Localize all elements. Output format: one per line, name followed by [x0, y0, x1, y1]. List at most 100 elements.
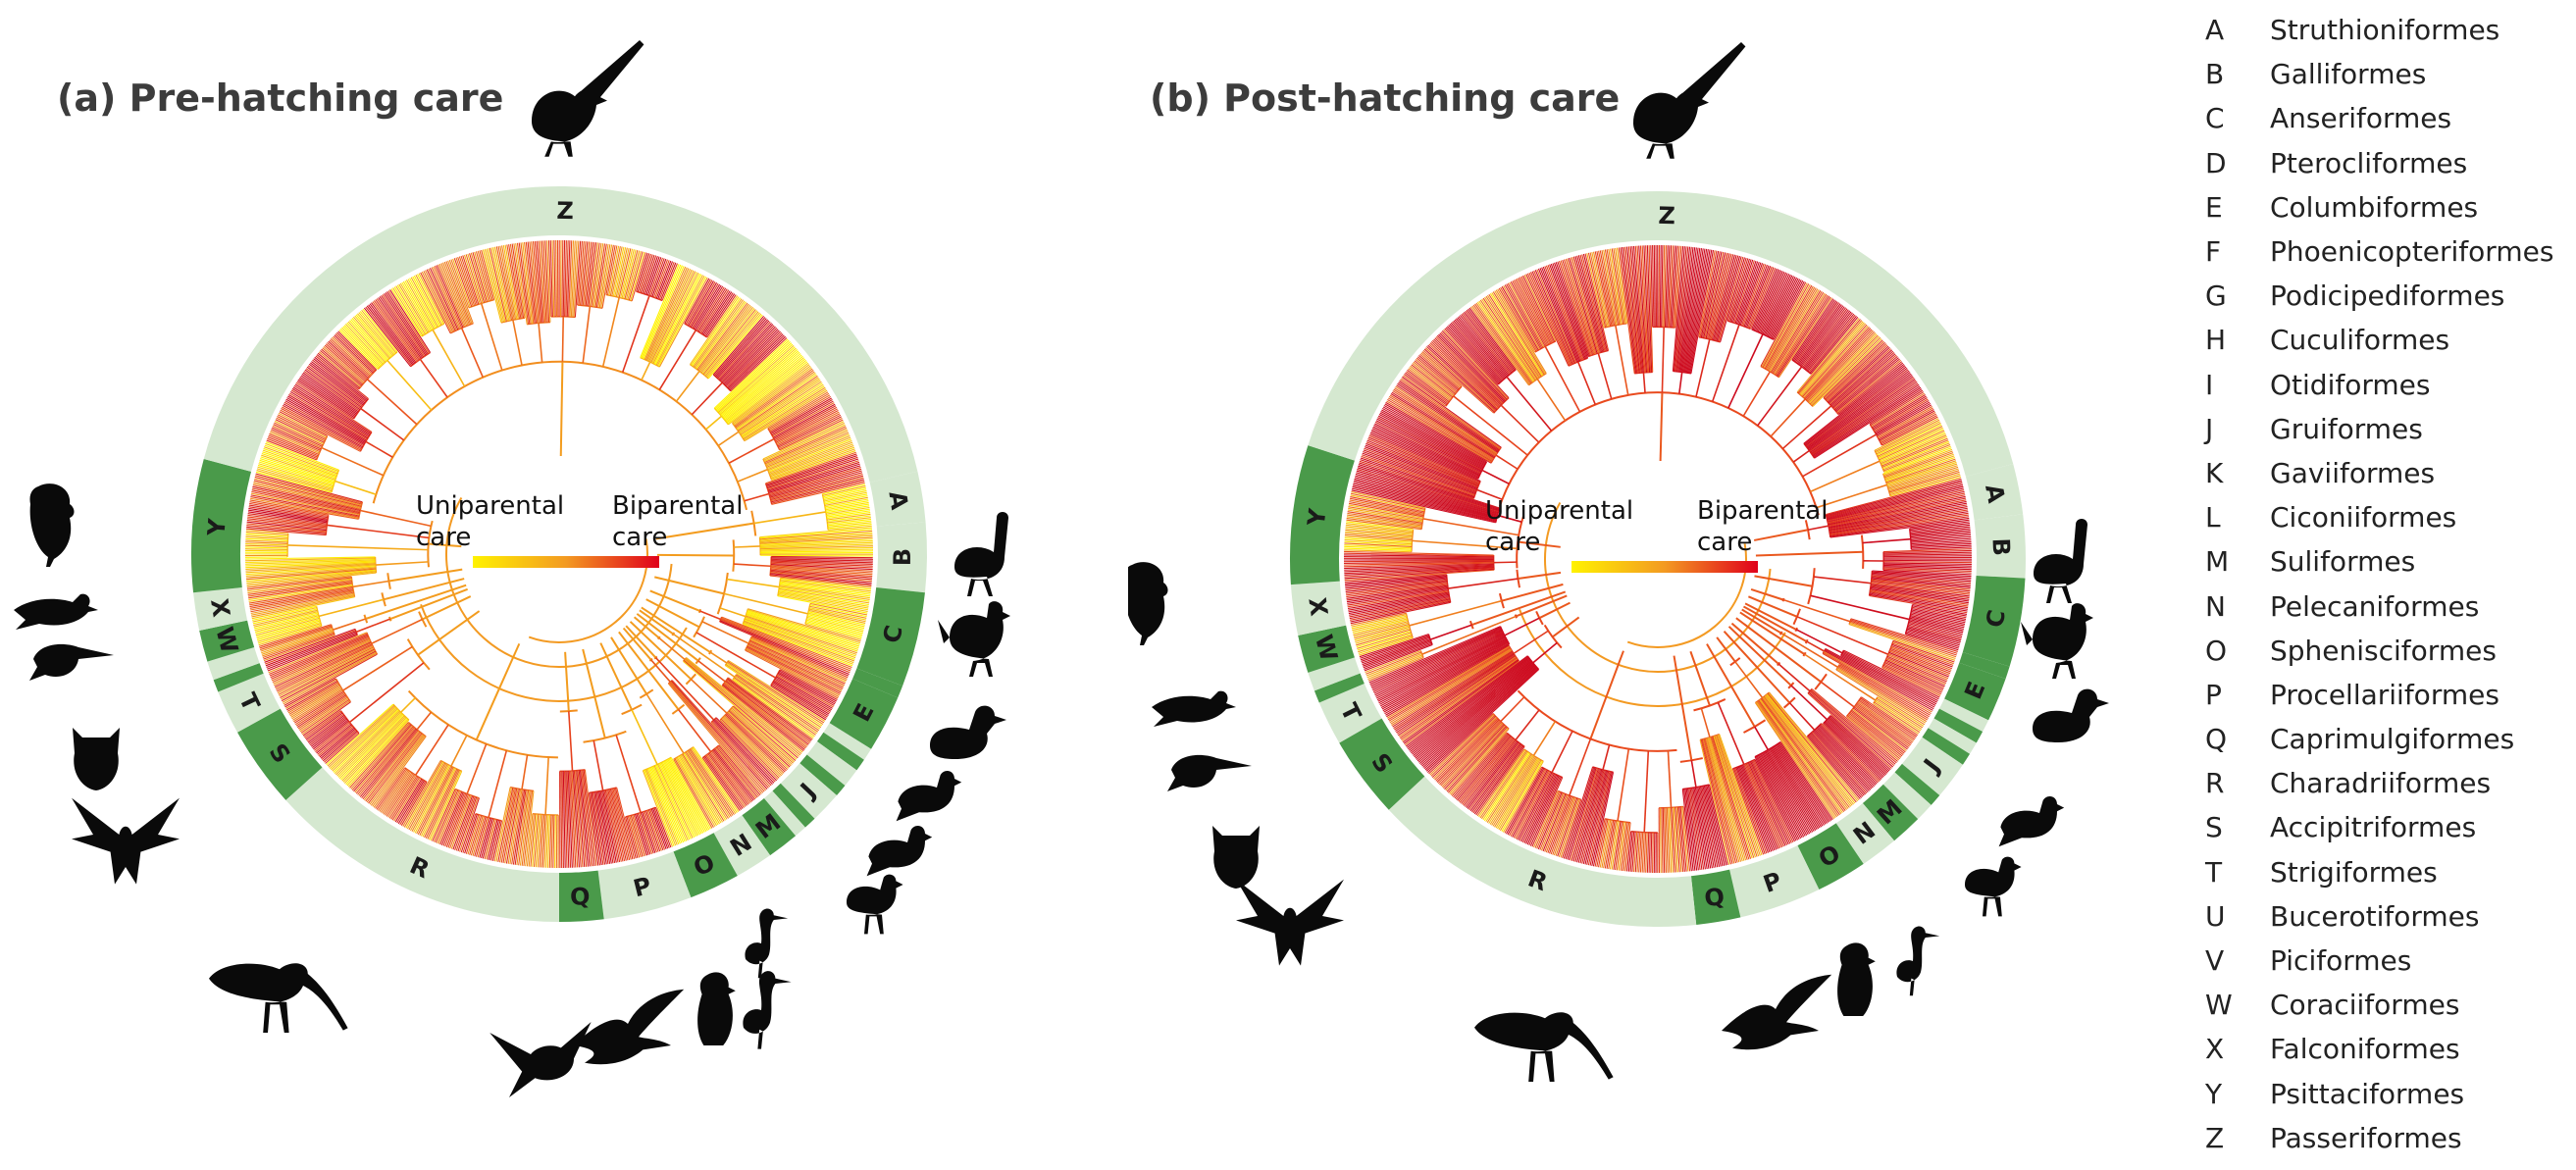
- ring-label-y: Y: [1303, 506, 1332, 528]
- ring-segment-b: [1974, 514, 2026, 579]
- legend-item-s: S Accipitriformes: [2205, 805, 2576, 849]
- ring-segment-k: [1894, 763, 1940, 805]
- ring-segment-u: [213, 663, 264, 692]
- legend-item-v: V Piciformes: [2205, 939, 2576, 983]
- heron-icon: [1896, 926, 1940, 996]
- ring-segment-e: [829, 678, 899, 749]
- legend-order-name: Pterocliformes: [2270, 146, 2468, 179]
- tree-branches: [244, 239, 874, 869]
- ring-segment-u: [1314, 673, 1365, 703]
- legend-item-l: L Ciconiiformes: [2205, 495, 2576, 539]
- ring-segment-m: [1862, 784, 1919, 841]
- legend-order-name: Piciformes: [2270, 944, 2412, 978]
- eagle-icon: [72, 797, 180, 885]
- ring-segment-s: [237, 708, 323, 800]
- legend-item-z: Z Passeriformes: [2205, 1116, 2576, 1160]
- care-gradient-bar: [473, 556, 659, 568]
- legend-letter: H: [2205, 324, 2227, 357]
- kingfisher-icon: [1167, 754, 1252, 791]
- ring-segment-w: [1298, 625, 1355, 673]
- ring-label-p: P: [631, 872, 654, 902]
- ring-label-b: B: [889, 548, 916, 567]
- legend-item-d: D Pterocliformes: [2205, 141, 2576, 185]
- moorhen-icon: [847, 874, 903, 935]
- ring-segment-y: [191, 458, 252, 593]
- legend-order-name: Falconiformes: [2270, 1033, 2460, 1066]
- legend-letter: G: [2205, 280, 2227, 313]
- bird-silhouettes: [1128, 42, 2109, 1082]
- ring-segment-f: [1938, 698, 1989, 733]
- legend-order-name: Bucerotiformes: [2270, 899, 2480, 933]
- legend-order-name: Coraciiformes: [2270, 989, 2460, 1022]
- legend-item-b: B Galliformes: [2205, 52, 2576, 96]
- ring-segment-s: [1339, 718, 1425, 810]
- legend-item-g: G Podicipediformes: [2205, 274, 2576, 318]
- panel-title: (b) Post-hatching care: [1150, 76, 1621, 120]
- legend-item-i: I Otidiformes: [2205, 363, 2576, 407]
- ring-segment-o: [673, 833, 738, 898]
- ring-label-q: Q: [1702, 883, 1726, 913]
- heron-icon: [743, 971, 792, 1049]
- legend-letter: I: [2205, 368, 2214, 401]
- legend-order-name: Otidiformes: [2270, 368, 2431, 401]
- ring-segment-g: [1933, 708, 1984, 743]
- ring-segment-p: [1729, 845, 1820, 918]
- pigeon-icon: [1998, 795, 2065, 847]
- legend-order-name: Gaviiformes: [2270, 456, 2436, 489]
- ring-segment-y: [1290, 445, 1355, 585]
- ring-segment-j: [1901, 737, 1963, 796]
- ring-segment-h: [1928, 718, 1977, 754]
- ring-label-a: A: [1980, 482, 2010, 505]
- legend-order-name: Passeriformes: [2270, 1121, 2462, 1154]
- ring-segment-r: [285, 767, 559, 922]
- ostrich-icon: [954, 512, 1008, 596]
- pigeon-icon: [866, 825, 933, 877]
- ring-segment-l: [1882, 772, 1932, 820]
- bird-silhouettes: [14, 40, 1010, 1097]
- ring-segment-t: [1318, 683, 1382, 743]
- legend-item-x: X Falconiformes: [2205, 1027, 2576, 1071]
- wren-icon: [1633, 42, 1746, 159]
- legend-letter: V: [2205, 944, 2225, 978]
- wren-icon: [532, 40, 644, 157]
- ring-segment-n: [713, 815, 771, 876]
- ring-segment-i: [1922, 728, 1971, 765]
- ring-segment-c: [856, 586, 925, 687]
- legend-item-c: C Anseriformes: [2205, 96, 2576, 140]
- chicken-icon: [938, 601, 1010, 677]
- petrel-icon: [1722, 974, 1832, 1050]
- legend-item-q: Q Caprimulgiformes: [2205, 717, 2576, 761]
- ring-label-x: X: [1303, 596, 1332, 619]
- moorhen-icon: [1965, 856, 2022, 917]
- ring-segment-v: [1308, 657, 1361, 691]
- legend-order-name: Struthioniformes: [2270, 14, 2500, 47]
- pigeon-icon: [896, 770, 962, 822]
- legend-item-k: K Gaviiformes: [2205, 451, 2576, 495]
- ring-label-c: C: [878, 623, 908, 646]
- legend-order-name: Columbiformes: [2270, 190, 2479, 224]
- duck-icon: [930, 705, 1006, 759]
- ring-segment-a: [1965, 463, 2024, 521]
- legend-letter: R: [2205, 767, 2225, 800]
- ring-segment-k: [772, 783, 815, 828]
- biparental-label: Biparental care: [612, 491, 744, 552]
- legend-order-name: Accipitriformes: [2270, 811, 2477, 844]
- legend-item-t: T Strigiformes: [2205, 850, 2576, 894]
- legend-letter: X: [2205, 1033, 2225, 1066]
- ring-segment-h: [806, 741, 857, 786]
- penguin-icon: [697, 972, 736, 1045]
- ring-segment-n: [1835, 802, 1895, 864]
- owl-icon: [1212, 826, 1260, 889]
- eagle-icon: [1236, 879, 1344, 966]
- legend-item-r: R Charadriiformes: [2205, 761, 2576, 805]
- legend-order-name: Cuculiformes: [2270, 324, 2450, 357]
- legend-letter: N: [2205, 589, 2226, 623]
- legend-item-f: F Phoenicopteriformes: [2205, 229, 2576, 274]
- ring-label-z: Z: [1658, 202, 1675, 229]
- curlew-icon: [209, 963, 348, 1033]
- legend-letter: T: [2205, 855, 2223, 889]
- legend-order-name: Galliformes: [2270, 58, 2427, 91]
- penguin-icon: [1837, 942, 1876, 1016]
- legend-order-name: Suliformes: [2270, 545, 2416, 579]
- ring-segment-w: [199, 620, 255, 662]
